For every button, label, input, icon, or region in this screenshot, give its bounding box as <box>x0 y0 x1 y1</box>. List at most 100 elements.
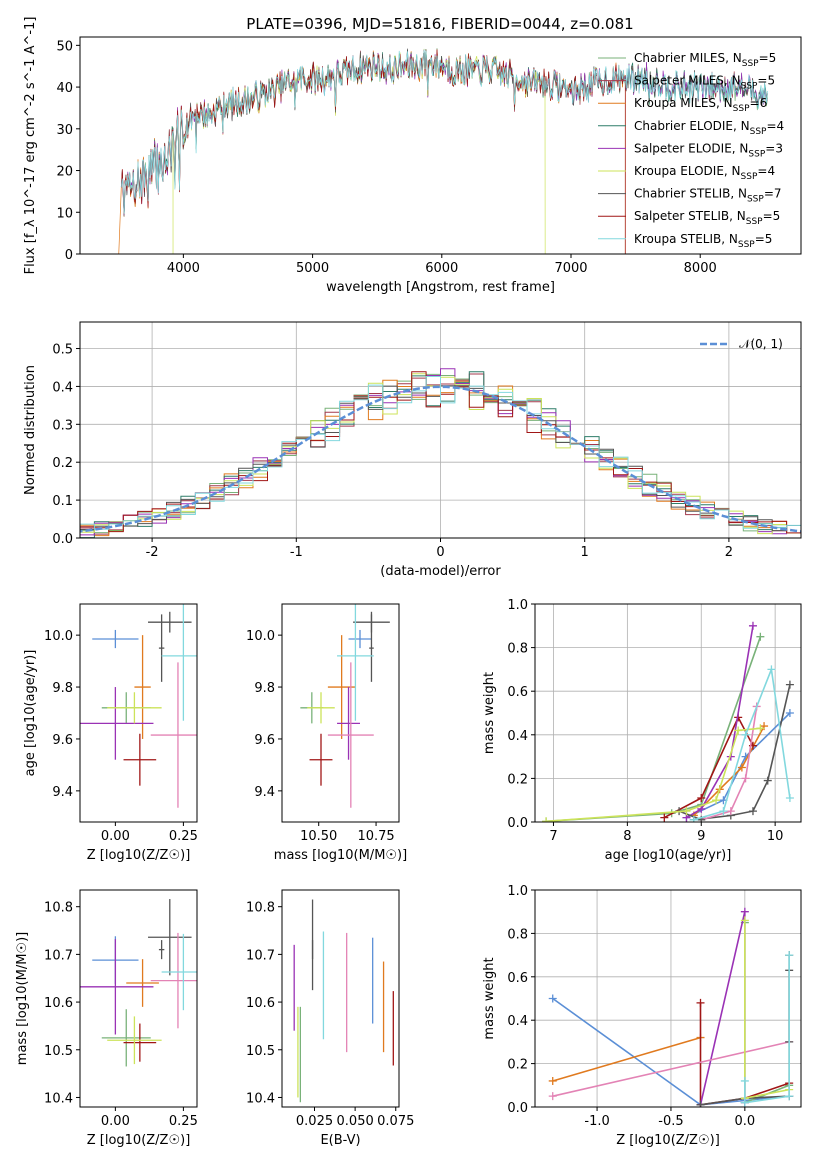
mass-weight-line <box>686 625 754 819</box>
y-tick-label: 10.0 <box>44 629 73 644</box>
y-tick-label: 10.4 <box>44 1091 73 1106</box>
y-tick-label: 0.4 <box>507 1014 528 1029</box>
x-tick-label: 8000 <box>684 261 717 276</box>
x-tick-label: 0.25 <box>169 1114 198 1129</box>
mass-weight-line <box>744 922 790 1104</box>
figure-title: PLATE=0396, MJD=51816, FIBERID=0044, z=0… <box>246 15 633 33</box>
x-tick-label: -1.0 <box>584 1114 609 1129</box>
spectrum-panel: 4000 5000 6000 7000 8000 0 10 20 30 40 50 wavelengt… <box>23 17 802 295</box>
x-tick-label: 0.075 <box>377 1114 414 1129</box>
y-tick-label: 9.4 <box>254 785 275 800</box>
x-tick-label: -1 <box>290 545 303 560</box>
plot-area <box>548 907 794 1107</box>
x-tick-label: 4000 <box>167 261 200 276</box>
axes-border <box>281 603 400 823</box>
x-axis-label: wavelength [Angstrom, rest frame] <box>326 280 555 295</box>
mass-weight-vs-age-panel: 7 8 9 10 0.0 0.2 0.4 0.6 0.8 1.0 age [log10(age/yr… <box>482 598 802 863</box>
x-tick-label: 5000 <box>296 261 329 276</box>
x-tick-label: 7 <box>549 829 557 844</box>
plus-marker <box>719 807 728 816</box>
y-axis-label: mass weight <box>482 957 497 1039</box>
x-tick-label: 1 <box>581 545 589 560</box>
y-tick-label: 10.5 <box>246 1044 275 1059</box>
plus-marker <box>548 1076 557 1085</box>
plot-area <box>300 604 390 808</box>
plus-marker <box>682 807 691 816</box>
spectrum-legend: Chabrier MILES, NSSP=5 Salpeter MILES, NS… <box>598 51 784 250</box>
y-tick-label: 50 <box>56 39 73 54</box>
x-tick-label: 6000 <box>425 261 458 276</box>
x-axis-label: age [log10(age/yr)] <box>605 848 732 863</box>
y-tick-label: 9.6 <box>52 733 73 748</box>
plot-area <box>80 899 197 1067</box>
spectrum-line-kroupa-stelib <box>120 49 768 214</box>
plus-marker <box>689 815 698 822</box>
y-tick-label: 0.2 <box>507 772 528 787</box>
axes-border <box>79 889 198 1108</box>
legend-label: Salpeter MILES, NSSP=5 <box>634 74 775 92</box>
plus-marker <box>740 1098 749 1107</box>
plus-marker <box>785 680 794 689</box>
y-tick-label: 9.8 <box>52 681 73 696</box>
axes-border <box>534 603 802 823</box>
axes-border <box>79 603 198 823</box>
age-vs-metallicity-panel: 0.00 0.25 9.4 9.6 9.8 10.0 Z [log10(Z/Z☉)] age … <box>23 603 198 863</box>
x-axis-label: Z [log10(Z/Z☉)] <box>87 1133 191 1148</box>
x-tick-label: 10.50 <box>300 829 337 844</box>
plot-area <box>118 48 768 254</box>
mass-weight-line <box>552 1036 701 1082</box>
mass-weight-line <box>744 920 790 1100</box>
y-tick-label: 0.6 <box>507 685 528 700</box>
legend-label: Chabrier STELIB, NSSP=7 <box>634 187 782 205</box>
mass-weight-vs-metallicity-panel: -1.0 -0.5 0.0 0.0 0.2 0.4 0.6 0.8 1.0 Z [log10(Z/… <box>482 884 802 1148</box>
axes-frame: 4000 5000 6000 7000 8000 0 10 20 30 40 50 wavelengt… <box>23 17 802 295</box>
plus-marker <box>785 709 794 717</box>
plus-marker <box>741 774 750 783</box>
x-tick-label: 0.050 <box>337 1114 374 1129</box>
age-vs-mass-panel: 10.50 10.75 9.4 9.6 9.8 10.0 mass [log10(M/M☉)… <box>246 603 407 863</box>
y-tick-label: 1.0 <box>507 884 528 899</box>
plot-area <box>80 368 801 538</box>
gaussian-legend-label: 𝒩(0, 1) <box>739 337 783 351</box>
axes-frame: -1.0 -0.5 0.0 0.0 0.2 0.4 0.6 0.8 1.0 Z [log10(Z/… <box>482 884 802 1148</box>
axes-frame: -2 -1 0 1 2 0.0 0.1 0.2 0.3 0.4 0.5 (data-model)/er… <box>23 321 802 579</box>
y-tick-label: 0.1 <box>52 494 73 509</box>
histogram-legend: 𝒩(0, 1) <box>700 337 783 351</box>
y-tick-label: 0.2 <box>52 456 73 471</box>
y-tick-label: 0.3 <box>52 418 73 433</box>
x-axis-label: Z [log10(Z/Z☉)] <box>616 1133 720 1148</box>
plus-marker <box>726 807 735 816</box>
plus-marker <box>712 796 721 805</box>
x-tick-label: 7000 <box>554 261 587 276</box>
x-tick-label: 0.025 <box>296 1114 333 1129</box>
mass-weight-line <box>744 955 790 1104</box>
x-axis-label: (data-model)/error <box>380 564 501 579</box>
y-axis-label: age [log10(age/yr)] <box>23 650 38 777</box>
mass-vs-extinction-panel: 0.025 0.050 0.075 10.4 10.5 10.6 10.7 10.8 E(B-V… <box>246 889 414 1148</box>
plus-marker <box>737 763 746 772</box>
plus-marker <box>785 951 794 960</box>
mass-vs-metallicity-panel: 0.00 0.25 10.4 10.5 10.6 10.7 10.8 Z [log10(Z/Z… <box>15 889 198 1148</box>
legend-label: Kroupa ELODIE, NSSP=4 <box>634 164 775 182</box>
plus-marker <box>785 1092 794 1101</box>
y-tick-label: 0 <box>65 248 73 263</box>
x-axis-label: E(B-V) <box>320 1133 360 1148</box>
y-tick-label: 0.8 <box>507 642 528 657</box>
plus-marker <box>696 1100 705 1107</box>
y-tick-label: 0.6 <box>507 971 528 986</box>
plot-area <box>542 621 794 822</box>
plus-marker <box>548 1092 557 1101</box>
x-tick-label: 9 <box>697 829 705 844</box>
x-tick-label: 8 <box>623 829 631 844</box>
plus-marker <box>740 916 749 925</box>
legend-label: Chabrier ELODIE, NSSP=4 <box>634 119 784 137</box>
x-tick-label: 0.0 <box>735 1114 756 1129</box>
plus-marker <box>548 994 557 1003</box>
y-tick-label: 10.6 <box>246 996 275 1011</box>
x-tick-label: 0.00 <box>101 829 130 844</box>
legend-label: Chabrier MILES, NSSP=5 <box>634 51 776 69</box>
y-tick-label: 20 <box>56 165 73 180</box>
axes-frame: 0.00 0.25 9.4 9.6 9.8 10.0 Z [log10(Z/Z☉)] age … <box>23 603 198 863</box>
axes-frame: 7 8 9 10 0.0 0.2 0.4 0.6 0.8 1.0 age [log10(age/yr… <box>482 598 802 863</box>
plus-marker <box>740 907 749 916</box>
